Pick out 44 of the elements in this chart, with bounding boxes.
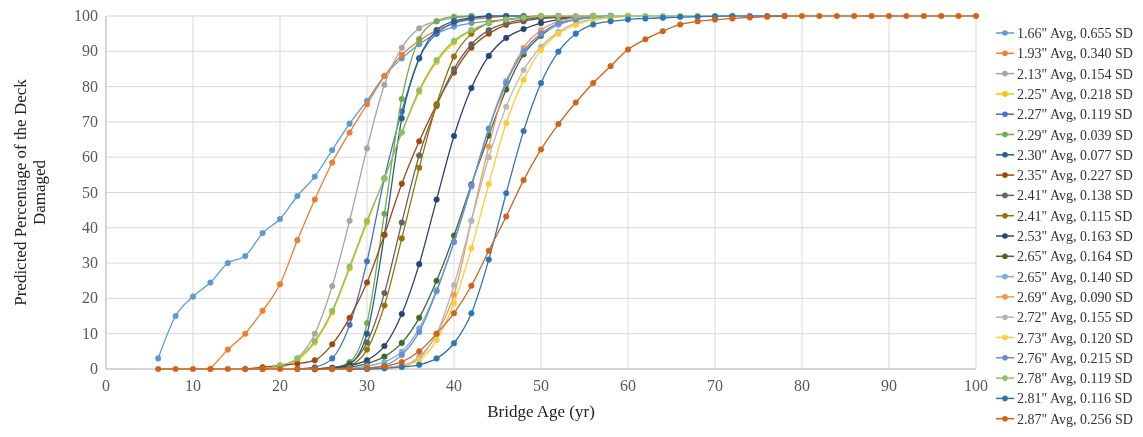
x-tick-label: 60 <box>620 377 636 394</box>
legend-label: 2.13" Avg, 0.154 SD <box>1017 66 1133 82</box>
x-tick-label: 40 <box>446 377 462 394</box>
y-tick-label: 30 <box>82 254 98 272</box>
legend-label: 2.65" Avg, 0.140 SD <box>1017 269 1133 285</box>
legend-label: 2.65" Avg, 0.164 SD <box>1017 249 1133 265</box>
y-tick-label: 0 <box>90 360 98 377</box>
legend-label: 2.87" Avg, 0.256 SD <box>1017 411 1133 427</box>
x-tick-label: 10 <box>185 377 201 394</box>
x-tick-label: 20 <box>272 377 288 394</box>
y-tick-label: 60 <box>82 148 98 166</box>
x-tick-label: 30 <box>359 377 375 394</box>
y-tick-label: 40 <box>82 218 98 236</box>
legend-label: 2.27" Avg, 0.119 SD <box>1017 107 1133 123</box>
y-tick-label: 20 <box>82 289 98 307</box>
y-tick-label: 70 <box>82 112 98 130</box>
y-tick-label: 100 <box>74 7 98 24</box>
legend-label: 2.25" Avg, 0.218 SD <box>1017 86 1133 102</box>
legend-label: 2.72" Avg, 0.155 SD <box>1017 310 1133 326</box>
x-tick-label: 70 <box>707 377 723 394</box>
y-tick-label: 90 <box>82 42 98 60</box>
y-tick-label: 80 <box>82 77 98 95</box>
x-tick-label: 90 <box>881 377 897 394</box>
x-tick-label: 100 <box>964 377 988 394</box>
x-tick-label: 80 <box>794 377 810 394</box>
y-tick-label: 50 <box>82 183 98 201</box>
y-axis-title: Predicted Percentage of the Deck Damaged <box>11 78 49 306</box>
legend-label: 2.73" Avg, 0.120 SD <box>1017 330 1133 346</box>
legend-label: 2.81" Avg, 0.116 SD <box>1017 391 1133 407</box>
legend-label: 2.41" Avg, 0.115 SD <box>1017 208 1133 224</box>
legend-label: 2.30" Avg, 0.077 SD <box>1017 147 1133 163</box>
y-tick-label: 10 <box>82 324 98 342</box>
legend-label: 1.66" Avg, 0.655 SD <box>1017 26 1133 41</box>
x-tick-label: 0 <box>102 377 110 394</box>
x-axis-title: Bridge Age (yr) <box>487 402 595 421</box>
legend-label: 2.35" Avg, 0.227 SD <box>1017 168 1133 184</box>
legend-label: 2.41" Avg, 0.138 SD <box>1017 188 1133 204</box>
legend-label: 2.53" Avg, 0.163 SD <box>1017 229 1133 244</box>
legend-label: 2.69" Avg, 0.090 SD <box>1017 289 1133 305</box>
legend-label: 2.76" Avg, 0.215 SD <box>1017 350 1133 366</box>
legend-label: 2.29" Avg, 0.039 SD <box>1017 127 1133 143</box>
legend-label: 2.78" Avg, 0.119 SD <box>1017 371 1133 387</box>
legend-label: 1.93" Avg, 0.340 SD <box>1017 46 1133 62</box>
x-tick-label: 50 <box>533 377 549 394</box>
